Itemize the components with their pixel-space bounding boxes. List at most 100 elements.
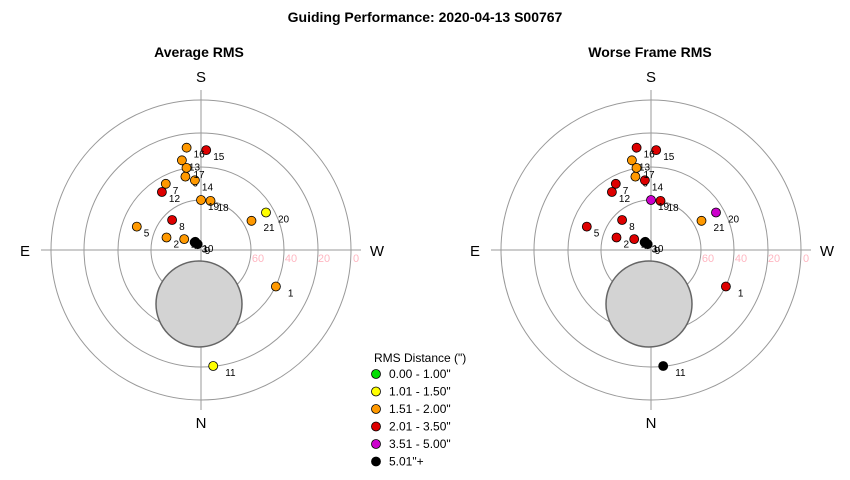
- legend-swatch: [371, 421, 381, 432]
- data-point: [611, 232, 622, 243]
- data-point: [131, 221, 142, 232]
- data-point: [630, 171, 641, 182]
- data-point: [610, 178, 621, 189]
- cardinal-n-label: N: [196, 415, 207, 432]
- point-label: 1: [288, 289, 294, 300]
- data-point: [160, 178, 171, 189]
- ring-label: 40: [735, 253, 747, 265]
- data-point: [711, 207, 721, 218]
- data-point: [181, 162, 192, 173]
- cardinal-e-label: E: [470, 243, 480, 260]
- point-label: 2: [624, 240, 630, 251]
- legend: RMS Distance (") 0.00 - 1.00" 1.01 - 1.50"…: [371, 351, 466, 469]
- data-point: [156, 187, 167, 197]
- point-label: 20: [278, 215, 290, 226]
- point-label: 9: [205, 246, 211, 257]
- legend-swatch: [371, 404, 381, 414]
- point-label: 10: [202, 244, 214, 255]
- ring-label: 20: [768, 253, 780, 265]
- point-label: 18: [218, 203, 230, 214]
- point-label: 17: [194, 170, 206, 181]
- data-point: [631, 162, 642, 173]
- data-point: [627, 155, 637, 166]
- point-label: 7: [623, 186, 629, 197]
- point-label: 12: [619, 194, 631, 205]
- data-point: [180, 171, 191, 182]
- data-point: [201, 145, 212, 156]
- point-label: 21: [264, 223, 276, 234]
- point-label: 17: [644, 170, 656, 181]
- cardinal-w-label: W: [820, 243, 835, 260]
- point-label: 5: [594, 229, 600, 240]
- legend-swatch: [371, 439, 381, 449]
- legend-item-label: 1.01 - 1.50": [389, 385, 451, 399]
- data-point: [208, 361, 219, 371]
- cardinal-w-label: W: [370, 243, 385, 260]
- data-point: [651, 145, 662, 156]
- ring-label: 60: [702, 253, 714, 265]
- legend-swatch: [371, 369, 381, 379]
- data-point: [646, 195, 656, 205]
- left-panel-title: Average RMS: [154, 44, 244, 60]
- ring-label: 0: [803, 253, 809, 265]
- ring-label: 0: [353, 253, 359, 265]
- legend-item-label: 2.01 - 3.50": [389, 420, 451, 434]
- point-label: 7: [173, 186, 179, 197]
- polar-chart-1: 6040200SNEW12345678910111213141516171819…: [20, 69, 385, 432]
- data-point: [655, 195, 666, 206]
- legend-item-label: 5.01"+: [389, 455, 424, 469]
- legend-item-label: 0.00 - 1.00": [389, 367, 451, 381]
- point-label: 10: [652, 244, 664, 255]
- ring-label: 40: [285, 253, 297, 265]
- point-label: 14: [652, 182, 664, 193]
- data-point: [658, 361, 669, 371]
- data-point: [696, 215, 707, 226]
- moon-disc: [605, 260, 693, 348]
- point-label: 20: [728, 215, 740, 226]
- data-point: [721, 281, 731, 292]
- point-label: 15: [663, 152, 675, 163]
- polar-chart-2: 6040200SNEW12345678910111213141516171819…: [470, 69, 835, 432]
- data-point: [246, 215, 257, 226]
- point-label: 13: [639, 162, 651, 173]
- data-point: [640, 175, 650, 186]
- data-point: [196, 195, 206, 205]
- data-point: [270, 281, 281, 292]
- point-label: 11: [675, 368, 686, 379]
- point-label: 19: [208, 202, 220, 213]
- point-label: 11: [225, 368, 236, 379]
- point-label: 21: [714, 223, 726, 234]
- cardinal-s-label: S: [646, 69, 656, 86]
- point-label: 12: [169, 194, 181, 205]
- point-label: 16: [194, 150, 206, 161]
- legend-swatch: [371, 456, 381, 467]
- data-point: [161, 232, 172, 243]
- point-label: 5: [144, 229, 150, 240]
- data-point: [205, 195, 216, 206]
- point-label: 8: [629, 222, 635, 233]
- ring-label: 60: [252, 253, 264, 265]
- legend-title: RMS Distance ("): [374, 351, 466, 365]
- cardinal-s-label: S: [196, 69, 206, 86]
- point-label: 18: [668, 203, 680, 214]
- point-label: 3: [652, 244, 658, 255]
- data-point: [181, 142, 192, 153]
- point-label: 2: [174, 240, 180, 251]
- point-label: 19: [658, 202, 670, 213]
- point-label: 14: [202, 182, 214, 193]
- point-label: 1: [738, 289, 744, 300]
- ring-label: 20: [318, 253, 330, 265]
- point-label: 3: [202, 244, 208, 255]
- data-point: [631, 142, 642, 153]
- moon-disc: [155, 260, 243, 348]
- data-point: [190, 236, 201, 247]
- legend-item-label: 3.51 - 5.00": [389, 437, 451, 451]
- point-label: 8: [179, 222, 185, 233]
- data-point: [629, 234, 640, 245]
- data-point: [189, 175, 200, 186]
- point-label: 9: [655, 246, 661, 257]
- data-point: [176, 155, 187, 166]
- main-title: Guiding Performance: 2020-04-13 S00767: [287, 9, 563, 25]
- legend-item-label: 1.51 - 2.00": [389, 402, 451, 416]
- point-label: 16: [644, 150, 656, 161]
